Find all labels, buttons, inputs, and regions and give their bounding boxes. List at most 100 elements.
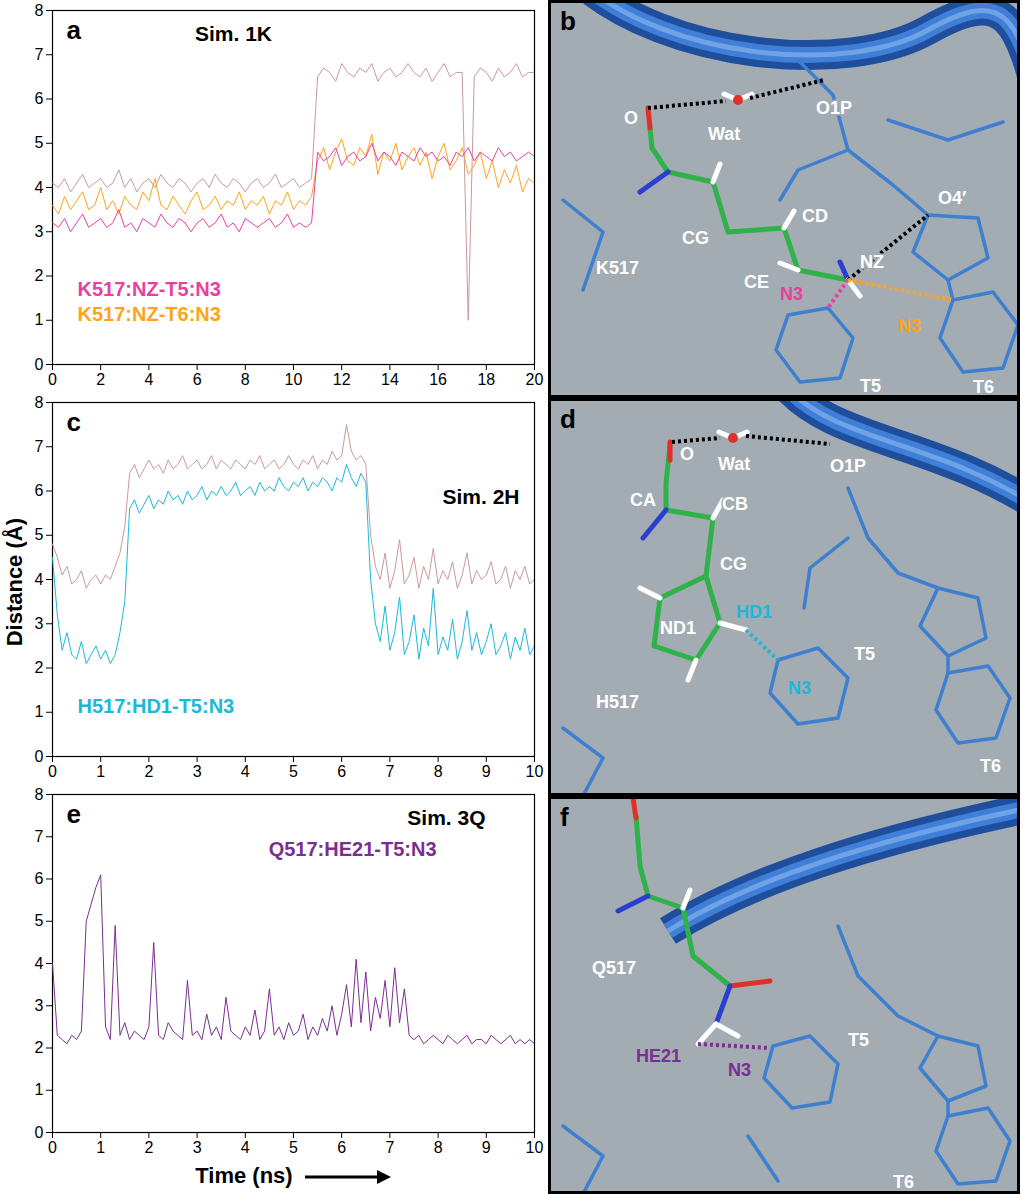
svg-text:T5: T5 — [860, 376, 881, 396]
svg-text:HD1: HD1 — [736, 602, 772, 622]
svg-text:b: b — [560, 6, 576, 36]
svg-text:2: 2 — [35, 659, 44, 676]
svg-text:Wat: Wat — [718, 454, 750, 474]
svg-text:T6: T6 — [893, 1172, 914, 1192]
svg-text:5: 5 — [289, 1139, 298, 1156]
svg-text:T5: T5 — [854, 644, 875, 664]
svg-text:Sim. 1K: Sim. 1K — [195, 22, 272, 45]
svg-text:12: 12 — [333, 371, 351, 388]
svg-text:0: 0 — [35, 748, 44, 765]
svg-text:4: 4 — [241, 1139, 250, 1156]
svg-text:4: 4 — [241, 763, 250, 780]
svg-text:6: 6 — [193, 371, 202, 388]
svg-text:HE21: HE21 — [636, 1046, 681, 1066]
svg-text:10: 10 — [526, 1139, 544, 1156]
svg-text:K517:NZ-T6:N3: K517:NZ-T6:N3 — [78, 303, 221, 325]
svg-text:5: 5 — [289, 763, 298, 780]
svg-text:T6: T6 — [973, 377, 994, 397]
svg-text:1: 1 — [35, 1081, 44, 1098]
svg-text:O1P: O1P — [816, 98, 852, 118]
svg-text:1: 1 — [96, 763, 105, 780]
svg-text:5: 5 — [35, 912, 44, 929]
svg-text:CA: CA — [630, 490, 656, 510]
svg-text:3: 3 — [35, 615, 44, 632]
svg-text:7: 7 — [35, 438, 44, 455]
svg-text:6: 6 — [337, 1139, 346, 1156]
svg-text:4: 4 — [144, 371, 153, 388]
svg-text:6: 6 — [337, 763, 346, 780]
svg-text:14: 14 — [381, 371, 399, 388]
svg-text:7: 7 — [35, 46, 44, 63]
svg-text:3: 3 — [193, 763, 202, 780]
svg-text:CG: CG — [682, 228, 709, 248]
svg-text:3: 3 — [193, 1139, 202, 1156]
svg-text:CG: CG — [720, 554, 747, 574]
svg-text:2: 2 — [35, 267, 44, 284]
svg-text:9: 9 — [482, 763, 491, 780]
svg-text:8: 8 — [35, 786, 44, 803]
svg-text:O4′: O4′ — [938, 188, 966, 208]
svg-text:7: 7 — [385, 763, 394, 780]
svg-text:a: a — [67, 15, 82, 45]
svg-text:c: c — [67, 407, 81, 437]
svg-text:0: 0 — [35, 356, 44, 373]
svg-text:O: O — [624, 108, 638, 128]
svg-text:T6: T6 — [980, 756, 1001, 776]
svg-text:CD: CD — [802, 206, 828, 226]
svg-text:6: 6 — [35, 482, 44, 499]
svg-text:3: 3 — [35, 223, 44, 240]
svg-text:8: 8 — [35, 2, 44, 19]
svg-text:7: 7 — [385, 1139, 394, 1156]
svg-text:Sim. 2H: Sim. 2H — [442, 485, 519, 508]
svg-text:16: 16 — [429, 371, 447, 388]
svg-text:3: 3 — [35, 997, 44, 1014]
svg-text:2: 2 — [35, 1039, 44, 1056]
svg-text:6: 6 — [35, 90, 44, 107]
svg-text:4: 4 — [35, 179, 44, 196]
svg-text:18: 18 — [477, 371, 495, 388]
svg-text:CE: CE — [744, 272, 769, 292]
svg-text:8: 8 — [35, 394, 44, 411]
svg-text:N3: N3 — [788, 678, 811, 698]
svg-text:4: 4 — [35, 955, 44, 972]
svg-text:Sim. 3Q: Sim. 3Q — [407, 806, 485, 829]
svg-text:5: 5 — [35, 134, 44, 151]
svg-text:5: 5 — [35, 526, 44, 543]
svg-text:Wat: Wat — [708, 124, 740, 144]
svg-text:O: O — [680, 444, 694, 464]
svg-text:K517: K517 — [596, 258, 639, 278]
svg-text:2: 2 — [96, 371, 105, 388]
svg-text:6: 6 — [35, 870, 44, 887]
svg-text:10: 10 — [526, 763, 544, 780]
svg-text:T5: T5 — [848, 1030, 869, 1050]
svg-text:9: 9 — [482, 1139, 491, 1156]
svg-text:0: 0 — [35, 1124, 44, 1141]
svg-text:O1P: O1P — [830, 456, 866, 476]
svg-text:K517:NZ-T5:N3: K517:NZ-T5:N3 — [78, 278, 221, 300]
svg-text:2: 2 — [144, 1139, 153, 1156]
svg-text:10: 10 — [285, 371, 303, 388]
svg-text:e: e — [67, 799, 81, 829]
svg-text:4: 4 — [35, 571, 44, 588]
svg-text:ND1: ND1 — [660, 618, 696, 638]
svg-text:8: 8 — [241, 371, 250, 388]
svg-text:0: 0 — [48, 763, 57, 780]
svg-text:N3: N3 — [728, 1060, 751, 1080]
svg-text:NZ: NZ — [860, 252, 884, 272]
svg-text:N3: N3 — [780, 284, 803, 304]
svg-text:20: 20 — [526, 371, 544, 388]
svg-text:Q517: Q517 — [592, 958, 636, 978]
svg-text:N3: N3 — [898, 316, 921, 336]
svg-text:2: 2 — [144, 763, 153, 780]
svg-text:1: 1 — [96, 1139, 105, 1156]
svg-text:f: f — [560, 802, 569, 832]
svg-text:H517:HD1-T5:N3: H517:HD1-T5:N3 — [78, 695, 235, 717]
svg-text:Q517:HE21-T5:N3: Q517:HE21-T5:N3 — [269, 838, 437, 860]
svg-text:7: 7 — [35, 828, 44, 845]
svg-text:1: 1 — [35, 311, 44, 328]
svg-text:8: 8 — [434, 1139, 443, 1156]
svg-text:CB: CB — [722, 494, 748, 514]
svg-text:0: 0 — [48, 371, 57, 388]
svg-text:d: d — [560, 404, 576, 434]
svg-text:H517: H517 — [596, 692, 639, 712]
